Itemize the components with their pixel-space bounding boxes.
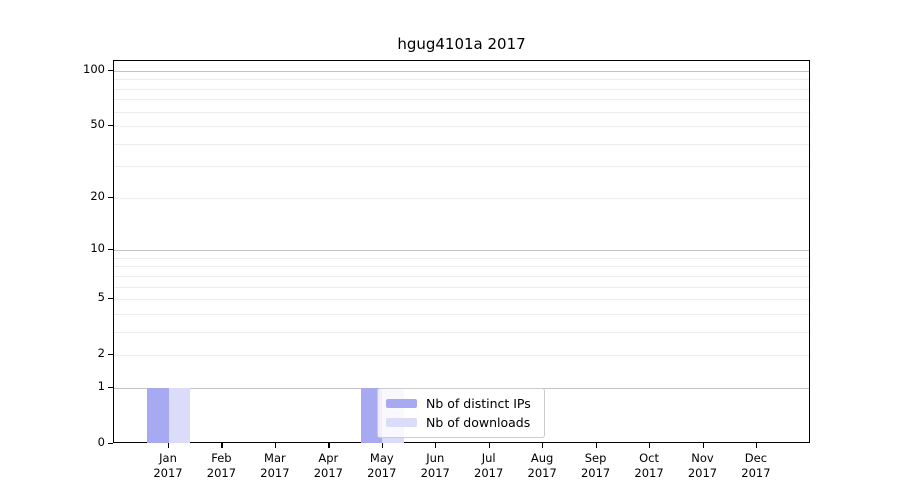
x-tick-mark (274, 443, 277, 448)
y-tick-mark (108, 354, 113, 356)
bar-distinct-ips-jan (147, 387, 169, 443)
x-tick-mark (221, 443, 223, 448)
gridline-minor (114, 197, 809, 199)
legend-label: Nb of distinct IPs (426, 396, 531, 411)
plot-area (113, 60, 810, 443)
gridline-minor (114, 79, 809, 81)
gridline-minor (114, 286, 809, 288)
x-tick-mark (168, 443, 170, 448)
legend-swatch (386, 418, 417, 427)
chart-title: hgug4101a 2017 (397, 35, 526, 53)
bar-distinct-ips-may (360, 387, 383, 443)
gridline-minor (114, 111, 809, 113)
gridline-minor (114, 355, 809, 357)
y-tick-mark (108, 298, 113, 300)
y-tick-label: 100 (83, 62, 105, 76)
x-tick-mark (381, 443, 383, 448)
gridline-minor (114, 126, 809, 128)
y-tick-label: 20 (90, 188, 105, 203)
y-tick-mark (108, 249, 113, 251)
x-tick-label: May 2017 (367, 451, 397, 480)
x-tick-label: Jan 2017 (153, 451, 183, 480)
gridline-minor (114, 257, 809, 259)
x-tick-label: Feb 2017 (206, 451, 237, 480)
legend-swatch (386, 399, 417, 408)
y-tick-label: 50 (90, 117, 105, 132)
y-tick-mark (108, 196, 113, 199)
gridline-minor (114, 275, 809, 277)
x-tick-mark (649, 443, 651, 448)
y-tick-mark (108, 70, 113, 72)
x-tick-label: Aug 2017 (527, 451, 557, 480)
gridline-major (114, 71, 809, 72)
x-tick-label: Dec 2017 (741, 451, 771, 480)
y-tick-label: 1 (97, 378, 105, 393)
gridline-minor (114, 88, 809, 90)
legend-label: Nb of downloads (426, 415, 531, 430)
x-tick-label: Oct 2017 (634, 451, 664, 480)
y-tick-mark (108, 386, 113, 389)
x-tick-label: Nov 2017 (687, 451, 718, 480)
gridline-minor (114, 143, 809, 145)
y-tick-label: 2 (97, 346, 105, 361)
gridline-minor (114, 299, 809, 301)
x-tick-mark (702, 443, 704, 448)
y-tick-label: 10 (90, 241, 105, 256)
y-tick-label: 0 (97, 435, 105, 449)
legend-item-distinct-ips: Nb of distinct IPs (386, 396, 536, 411)
x-tick-mark (595, 443, 597, 448)
x-tick-label: Sep 2017 (580, 451, 611, 480)
y-tick-mark (108, 443, 113, 445)
gridline-minor (114, 266, 809, 268)
x-tick-label: Apr 2017 (313, 451, 343, 480)
gridline-minor (114, 166, 809, 168)
x-tick-mark (542, 443, 544, 448)
legend: Nb of distinct IPs Nb of downloads (377, 388, 545, 438)
x-tick-mark (328, 443, 330, 448)
gridline-minor (114, 313, 809, 315)
x-tick-mark (435, 443, 437, 448)
gridline-minor (114, 331, 809, 333)
x-tick-label: Jun 2017 (420, 451, 450, 480)
x-tick-mark (488, 443, 490, 448)
gridline-minor (114, 99, 809, 101)
y-tick-mark (108, 125, 113, 127)
x-tick-label: Mar 2017 (260, 451, 290, 480)
legend-item-downloads: Nb of downloads (386, 415, 536, 430)
y-tick-label: 5 (97, 290, 105, 305)
bar-downloads-jan (168, 387, 190, 443)
x-tick-label: Jul 2017 (474, 451, 504, 480)
gridline-major (114, 250, 809, 252)
x-tick-mark (755, 443, 758, 448)
